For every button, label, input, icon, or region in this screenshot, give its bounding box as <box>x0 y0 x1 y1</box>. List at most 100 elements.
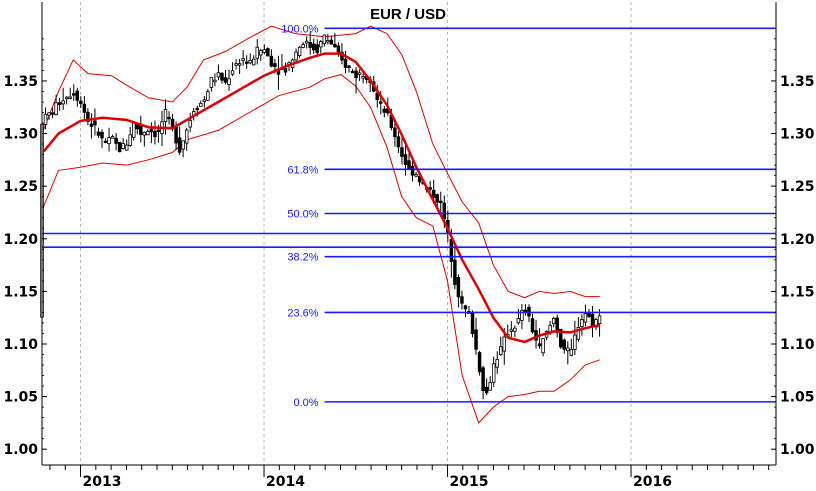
x-tick-label: 2015 <box>450 474 489 490</box>
candle-body <box>382 108 387 113</box>
candle-body <box>304 40 309 44</box>
candle-body <box>481 367 485 391</box>
candle-body <box>199 103 203 107</box>
candle-body <box>82 103 87 113</box>
candle-body <box>379 101 383 104</box>
candle-body <box>255 46 260 59</box>
candle-body <box>495 359 499 368</box>
y-tick-label-left: 1.05 <box>3 390 38 406</box>
candle-body <box>460 296 464 304</box>
y-tick-label-left: 1.00 <box>3 442 38 458</box>
candle-body <box>195 107 200 111</box>
candle-body <box>181 140 185 150</box>
candle-body <box>283 68 288 73</box>
candle-body <box>61 100 65 105</box>
candle-body <box>50 112 55 115</box>
candle-body <box>520 310 524 321</box>
candle-body <box>72 93 76 96</box>
candle-body <box>396 136 401 148</box>
candle-body <box>170 118 175 128</box>
candle-body <box>234 63 238 66</box>
y-tick-label-right: 1.10 <box>780 337 815 353</box>
candle-body <box>541 338 545 354</box>
fibonacci-label: 0.0% <box>294 397 319 409</box>
x-tick-label: 2013 <box>83 474 122 490</box>
candle-body <box>121 143 125 150</box>
candle-body <box>562 339 567 350</box>
candle-body <box>259 50 263 56</box>
candle-body <box>583 313 588 323</box>
candle-body <box>89 123 94 127</box>
candle-body <box>174 126 178 144</box>
candle-body <box>248 60 252 64</box>
candle-body <box>315 44 319 54</box>
fibonacci-label: 50.0% <box>287 209 318 221</box>
candle-body <box>326 40 330 43</box>
candle-body <box>470 312 475 334</box>
candle-body <box>241 58 245 61</box>
upper-band-line <box>41 25 600 299</box>
candle-body <box>184 129 189 144</box>
candle-body <box>580 319 584 328</box>
candle-body <box>319 41 323 48</box>
candle-body <box>54 102 58 115</box>
candle-body <box>297 46 302 56</box>
candle-body <box>273 63 277 67</box>
candle-body <box>499 346 503 356</box>
candle-body <box>86 111 90 122</box>
candle-body <box>301 44 305 48</box>
candle-body <box>573 334 577 350</box>
candle-body <box>308 42 312 48</box>
candle-body <box>188 120 192 128</box>
candle-body <box>209 77 214 88</box>
candle-body <box>142 131 147 136</box>
candle-body <box>410 165 415 176</box>
candle-body <box>103 140 108 144</box>
candle-body <box>569 348 574 356</box>
candle-body <box>100 131 104 139</box>
candle-body <box>146 130 150 136</box>
candle-body <box>114 137 118 144</box>
moving-average-line <box>42 52 601 344</box>
y-tick-label-right: 1.20 <box>780 232 815 248</box>
y-tick-label-left: 1.25 <box>3 179 38 195</box>
fibonacci-label: 61.8% <box>287 164 318 176</box>
candle-body <box>343 58 348 68</box>
candle-body <box>488 382 492 391</box>
y-tick-label-right: 1.30 <box>780 127 815 143</box>
candle-body <box>431 189 436 198</box>
candle-body <box>530 318 535 333</box>
y-tick-label-right: 1.35 <box>780 74 815 90</box>
candle-body <box>516 318 521 324</box>
candle-body <box>262 49 267 53</box>
y-tick-label-left: 1.20 <box>3 232 38 248</box>
y-tick-label-right: 1.25 <box>780 179 815 195</box>
candle-body <box>576 327 581 340</box>
candle-body <box>361 76 365 79</box>
candle-body <box>439 200 443 204</box>
candle-body <box>269 55 274 67</box>
lower-band-line <box>41 74 600 424</box>
candle-body <box>590 313 595 327</box>
candle-body <box>375 92 379 101</box>
candle-body <box>237 63 242 66</box>
candle-body <box>132 121 136 138</box>
candle-body <box>75 90 80 101</box>
candle-body <box>79 100 83 104</box>
candle-body <box>597 315 602 325</box>
candle-body <box>230 70 235 75</box>
candle-body <box>513 327 517 332</box>
x-tick-label: 2014 <box>266 474 305 490</box>
candle-body <box>354 70 358 79</box>
candle-body <box>537 343 542 347</box>
fibonacci-label: 23.6% <box>287 307 318 319</box>
candle-body <box>244 61 249 64</box>
candle-body <box>551 317 556 325</box>
candle-body <box>216 72 221 78</box>
candle-body <box>347 65 351 68</box>
candle-body <box>43 113 48 125</box>
candle-body <box>329 39 334 45</box>
candle-body <box>393 127 397 138</box>
y-tick-label-left: 1.15 <box>3 284 38 300</box>
